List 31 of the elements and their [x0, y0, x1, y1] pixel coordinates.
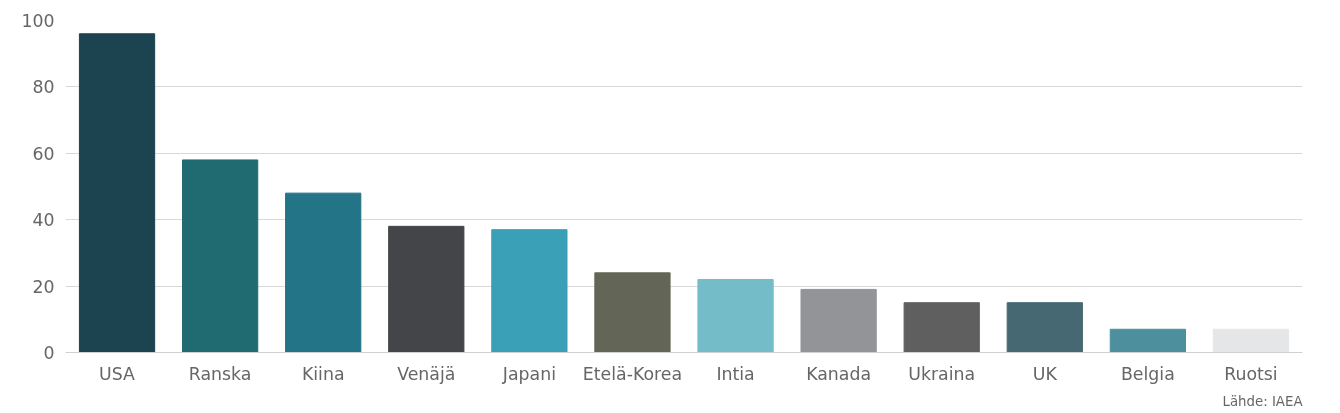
bar [800, 288, 877, 353]
bar [1212, 328, 1290, 353]
bar [388, 225, 465, 353]
x-tick-label: Japani [501, 363, 556, 384]
x-tick-label: Intia [716, 363, 755, 384]
bar [491, 229, 568, 353]
bar [1109, 328, 1186, 353]
y-tick-label: 80 [32, 77, 55, 98]
x-tick-label: Belgia [1120, 363, 1175, 384]
x-tick-label: Ranska [188, 363, 252, 384]
bar [697, 278, 774, 353]
bar [285, 192, 362, 353]
bar [78, 33, 156, 353]
x-tick-label: Venäjä [397, 363, 456, 384]
bar [182, 159, 259, 353]
x-tick-label: Ruotsi [1224, 363, 1278, 384]
x-tick-label: USA [99, 363, 136, 384]
x-tick-label: Kanada [806, 363, 872, 384]
x-tick-label: Etelä-Korea [582, 363, 683, 384]
y-tick-label: 40 [32, 210, 55, 231]
bar [1006, 302, 1083, 353]
x-tick-label: Kiina [301, 363, 345, 384]
y-tick-label: 100 [21, 11, 55, 31]
y-tick-label: 20 [32, 276, 55, 297]
x-tick-label: Ukraina [908, 363, 976, 384]
bar [594, 272, 671, 353]
bar [903, 302, 980, 353]
x-tick-label: UK [1032, 363, 1058, 384]
text: Lähde: IAEA [1222, 393, 1303, 409]
y-tick-label: 0 [43, 343, 55, 363]
y-tick-label: 60 [32, 143, 55, 164]
